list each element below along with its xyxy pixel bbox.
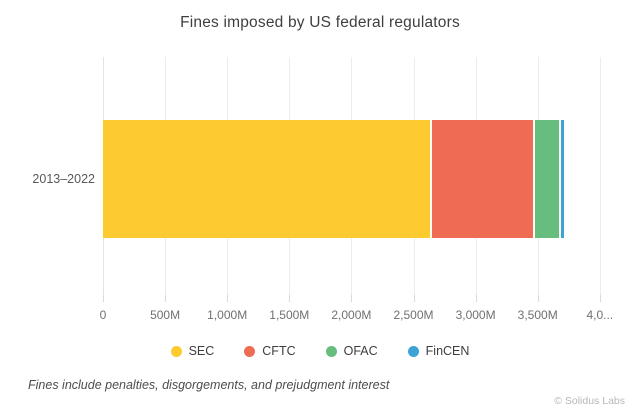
x-axis-tick-4000: [599, 295, 601, 302]
x-axis-label-3500: 3,500M: [517, 308, 558, 322]
bar-segment-cftc[interactable]: [432, 120, 535, 238]
legend-dot-sec: [170, 345, 182, 357]
chart-footnote: Fines include penalties, disgorgements, …: [28, 378, 390, 392]
x-axis-label-2500: 2,500M: [393, 308, 434, 322]
x-axis-tick-0: [103, 295, 104, 302]
x-axis-tick-2500: [413, 295, 415, 302]
legend-dot-ofac: [325, 345, 337, 357]
x-axis-label-3000: 3,000M: [455, 308, 496, 322]
x-axis-label-4000: 4,0...: [586, 308, 614, 322]
x-axis-tick-3500: [537, 295, 539, 302]
y-axis-category-label: 2013–2022: [32, 172, 95, 186]
legend-item-ofac[interactable]: OFAC: [325, 344, 378, 358]
x-axis-label-1000: 1,000M: [207, 308, 248, 322]
legend-dot-fincen: [407, 345, 419, 357]
legend-item-sec[interactable]: SEC: [170, 344, 215, 358]
x-axis-label-0: 0: [99, 308, 107, 322]
legend-label-fincen: FinCEN: [425, 344, 470, 358]
bar-segment-sec[interactable]: [103, 120, 433, 238]
legend-label-cftc: CFTC: [262, 344, 296, 358]
x-axis-label-1500: 1,500M: [269, 308, 310, 322]
legend-label-ofac: OFAC: [343, 344, 378, 358]
x-axis-label-2000: 2,000M: [331, 308, 372, 322]
legend-item-fincen[interactable]: FinCEN: [407, 344, 470, 358]
x-axis-tick-1000: [227, 295, 229, 302]
legend-label-sec: SEC: [188, 344, 215, 358]
x-axis-label-500: 500M: [150, 308, 181, 322]
legend-item-cftc[interactable]: CFTC: [244, 344, 296, 358]
bar-segment-ofac[interactable]: [534, 120, 561, 238]
copyright-label: © Solidus Labs: [554, 395, 625, 407]
gridline-4000: [599, 57, 601, 295]
x-axis-tick-1500: [289, 295, 291, 302]
bar-segment-fincen[interactable]: [560, 120, 564, 238]
x-axis-tick-3000: [475, 295, 477, 302]
chart-legend: SEC CFTC OFAC FinCEN: [0, 342, 640, 360]
x-axis-tick-2000: [351, 295, 353, 302]
legend-dot-cftc: [244, 345, 256, 357]
x-axis-tick-500: [165, 295, 167, 302]
chart-title: Fines imposed by US federal regulators: [180, 14, 460, 31]
